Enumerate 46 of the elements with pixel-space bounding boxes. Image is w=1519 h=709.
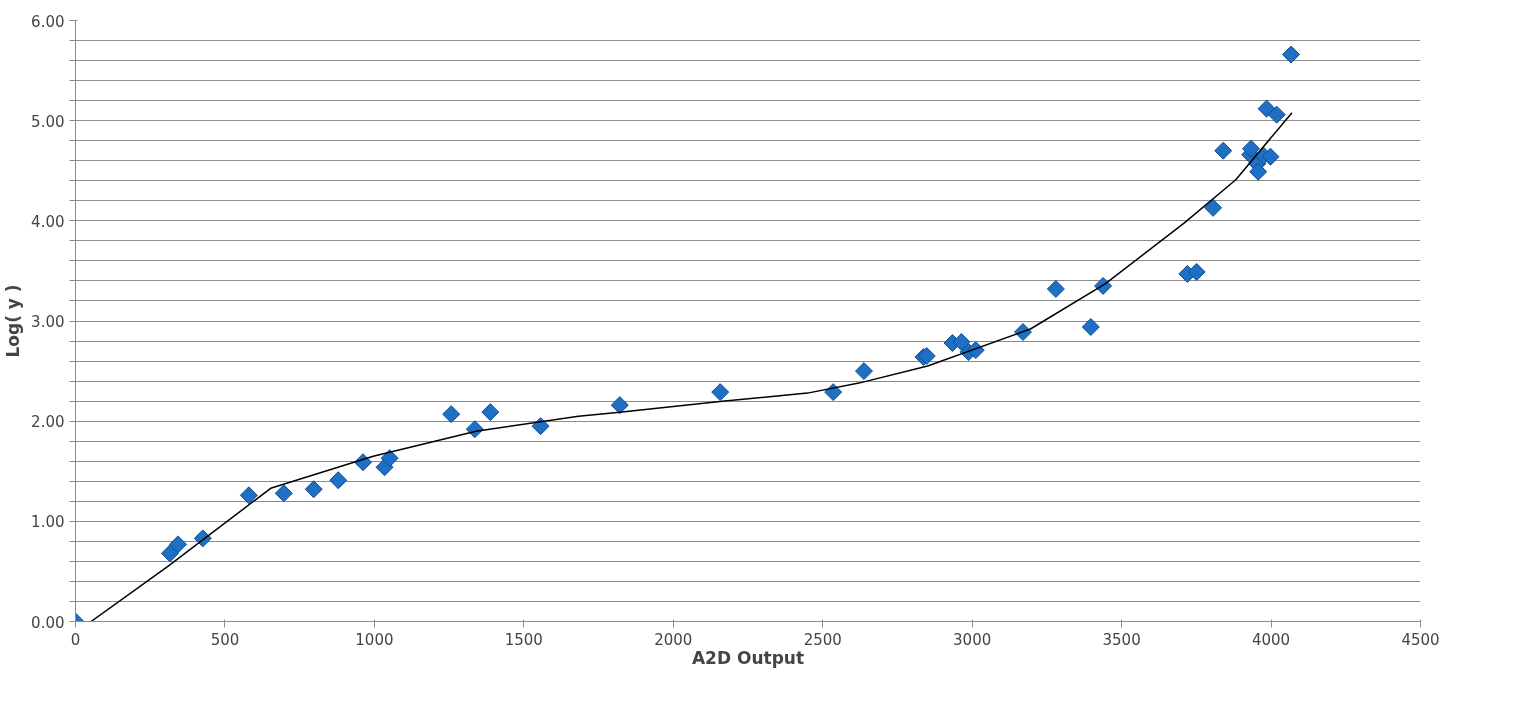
point	[531, 417, 550, 436]
point	[1267, 105, 1286, 124]
point	[304, 480, 323, 499]
point	[610, 396, 629, 415]
point	[1242, 139, 1261, 158]
point	[1282, 45, 1301, 64]
x-tick-label: 500	[210, 630, 240, 649]
point	[442, 405, 461, 424]
point	[1081, 318, 1100, 336]
point	[481, 403, 500, 422]
x-tick-label: 0	[70, 630, 81, 649]
y-tick-label: 4.00	[31, 212, 65, 231]
y-axis-title: Log( y )	[3, 284, 24, 358]
point	[1187, 262, 1206, 281]
x-tick-label: 3500	[1102, 630, 1141, 649]
point	[711, 383, 730, 402]
y-tick-label: 2.00	[31, 413, 65, 432]
x-tick-label: 1500	[504, 630, 543, 649]
y-tick-label: 0.00	[31, 613, 65, 632]
point	[1261, 147, 1280, 166]
point	[380, 449, 399, 468]
x-tick-label: 4500	[1401, 630, 1440, 649]
point	[952, 333, 971, 352]
point	[274, 484, 293, 503]
x-tick-label: 3000	[953, 630, 992, 649]
x-tick-label: 4000	[1251, 630, 1291, 649]
point	[854, 362, 873, 381]
point	[1046, 279, 1065, 298]
point	[1249, 162, 1268, 181]
x-axis-title: A2D Output	[691, 647, 805, 668]
x-tick-label: 2500	[803, 630, 842, 649]
line-series	[90, 111, 1293, 622]
x-tick-label: 1000	[355, 630, 394, 649]
y-tick-label: 3.00	[31, 313, 65, 331]
point	[1204, 198, 1223, 217]
point	[160, 544, 179, 563]
y-tick-label: 6.00	[31, 12, 65, 31]
point	[1257, 99, 1276, 118]
point	[239, 486, 258, 505]
y-tick-label: 5.00	[31, 112, 65, 131]
point	[1214, 141, 1233, 160]
x-tick-label: 2000	[654, 630, 693, 649]
point	[329, 471, 348, 490]
point	[824, 383, 843, 402]
point	[169, 535, 187, 554]
y-tick-label: 1.00	[31, 513, 65, 532]
